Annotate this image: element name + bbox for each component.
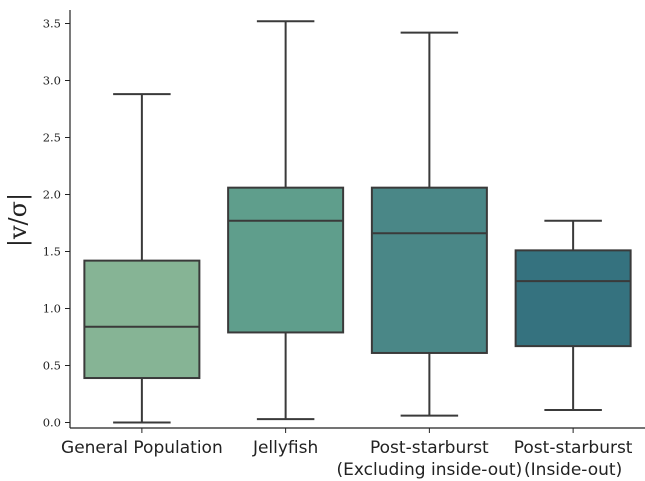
y-tick-label: 0.0: [43, 416, 61, 430]
box-iqr: [83, 259, 201, 380]
x-tick-label: Post-starburst: [370, 438, 489, 458]
box-iqr: [514, 249, 632, 348]
x-tick-label: (Inside-out): [524, 460, 622, 480]
y-tick-label: 2.0: [43, 188, 61, 202]
y-tick-label: 3.0: [43, 74, 61, 88]
x-tick-label: General Population: [61, 438, 223, 458]
y-tick-label: 0.5: [43, 359, 61, 373]
x-tick-label: Jellyfish: [252, 438, 318, 458]
y-tick-label: 2.5: [43, 131, 61, 145]
y-tick-label: 3.5: [43, 17, 61, 31]
x-tick-label: (Excluding inside-out): [337, 460, 523, 480]
box-iqr: [370, 186, 488, 354]
x-tick-label: Post-starburst: [514, 438, 633, 458]
y-axis-label: |v/σ|: [4, 193, 33, 247]
y-tick-label: 1.5: [43, 245, 61, 259]
box-iqr: [227, 186, 345, 334]
plot-area: 0.0 0.5 1.0 1.5 2.0 2.5 3.0 3.5 General Populati…: [43, 10, 645, 480]
y-tick-label: 1.0: [43, 302, 61, 316]
